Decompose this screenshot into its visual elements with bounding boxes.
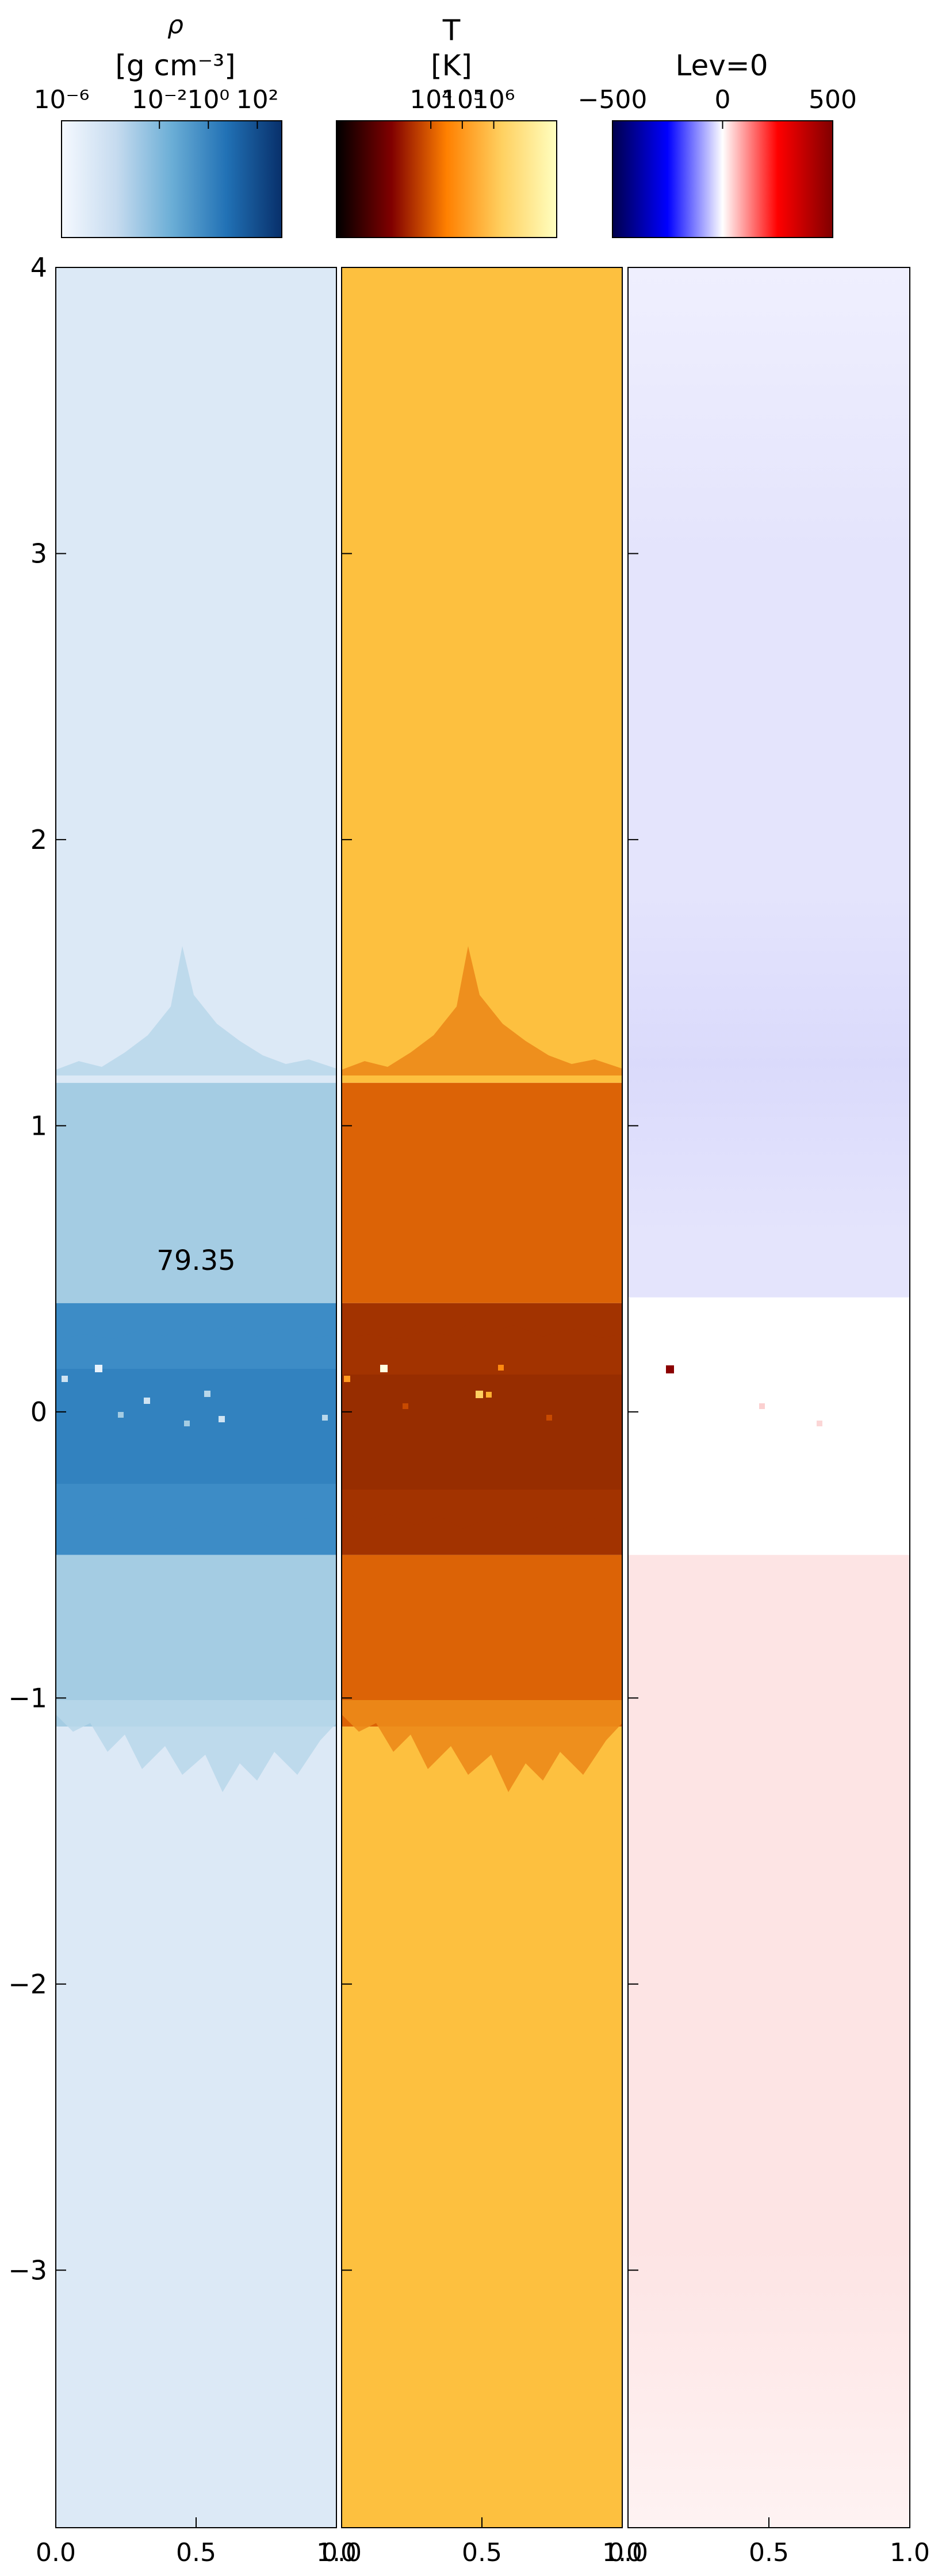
heatmap-band — [342, 1082, 622, 1303]
colorbar-tick-label-density: 10⁻² — [132, 85, 187, 114]
x-tick-label: 0.0 — [36, 2538, 76, 2567]
panel-temperature — [341, 267, 623, 2528]
x-tick-label: 0.0 — [608, 2538, 648, 2567]
colorbar-tick-label-density: 10² — [236, 85, 279, 114]
colorbar-tick-label-level: 0 — [715, 85, 731, 114]
colorbar-tick-label-density: 10⁻⁶ — [34, 85, 90, 114]
annotation-label: 79.35 — [156, 1245, 235, 1277]
colorbar-title-density: ρ — [167, 10, 183, 40]
colorbar-tick-label-level: 500 — [809, 85, 857, 114]
colorbar-tick-label-temperature: 10⁶ — [473, 85, 515, 114]
colorbar-gradient-temperature — [336, 120, 557, 238]
heatmap-band — [342, 267, 622, 1083]
y-tick-label: 3 — [30, 538, 47, 569]
x-tick-label: 1.0 — [602, 2538, 642, 2567]
y-tick-label: −2 — [8, 1969, 47, 2000]
colorbar-gradient-level — [612, 120, 833, 238]
heatmap-band — [56, 267, 336, 1083]
y-tick-label: −3 — [8, 2255, 47, 2286]
colorbar-title-temperature: T — [442, 14, 461, 47]
y-tick-label: 0 — [30, 1396, 47, 1427]
x-axis: 0.0 0.5 1.00.0 0.5 1.00.0 0.5 1.0 — [36, 2517, 930, 2567]
colorbar-tick-label-density: 10⁰ — [187, 85, 230, 114]
heatmap-band — [56, 1082, 336, 1303]
y-tick-label: 1 — [30, 1110, 47, 1141]
colorbar-tick-label-temperature: 10⁴ — [409, 85, 452, 114]
y-tick-label: 2 — [30, 824, 47, 855]
x-tick-label: 0.0 — [321, 2538, 362, 2567]
x-tick-label: 1.0 — [316, 2538, 357, 2567]
heatmap-band — [342, 1555, 622, 1727]
y-axis: 4 3 2 1 0 −1 −2 −3 — [8, 252, 638, 2286]
heatmap-band — [628, 1297, 910, 1555]
detail-temperature — [342, 946, 622, 1792]
detail-level — [628, 267, 910, 2528]
heatmap-band — [56, 1555, 336, 1727]
detail-density — [56, 946, 336, 1792]
x-tick-label: 0.5 — [749, 2538, 789, 2567]
colorbar-unit-density: [g cm⁻³] — [115, 49, 235, 82]
colorbar-unit-temperature: [K] — [431, 49, 472, 82]
heatmap-band — [342, 1727, 622, 2528]
colorbar-tick-label-level: −500 — [578, 85, 648, 114]
y-tick-label: −1 — [8, 1682, 47, 1713]
colorbar-ticks-level: −500 0 500 — [578, 85, 857, 129]
colorbar-tick-label-temperature: 10⁵ — [441, 85, 484, 114]
x-tick-label: 1.0 — [890, 2538, 930, 2567]
colorbar-ticks-density: 10⁻⁶ 10⁻² 10⁰ 10² — [34, 85, 279, 129]
colorbar-density: ρ [g cm⁻³] 10⁻⁶ 10⁻² 10⁰ 10² — [34, 10, 282, 238]
colorbar-title-level: Lev=0 — [675, 49, 768, 82]
panel-level — [627, 267, 910, 2528]
colorbar-level: Lev=0 −500 0 500 — [578, 49, 857, 238]
heatmap-band — [56, 1727, 336, 2528]
x-tick-label: 0.5 — [462, 2538, 502, 2567]
heatmap-level — [628, 267, 910, 2528]
panel-density — [55, 267, 337, 2528]
y-tick-label: 4 — [30, 252, 47, 283]
colorbar-gradient-density — [61, 120, 282, 238]
x-tick-label: 0.5 — [176, 2538, 216, 2567]
